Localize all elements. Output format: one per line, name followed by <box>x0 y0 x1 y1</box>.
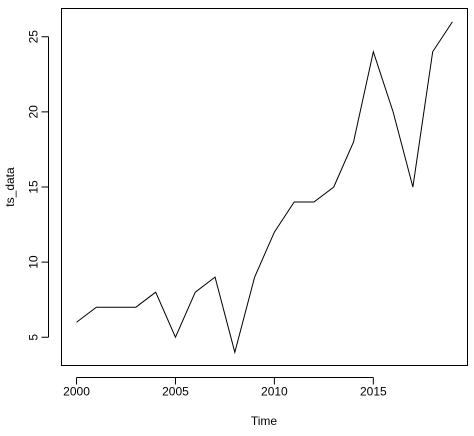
y-tick-label: 20 <box>27 105 41 119</box>
y-axis: 5 10 15 20 25 <box>27 30 49 341</box>
series-line <box>76 21 453 355</box>
x-tick-label: 2000 <box>63 385 90 399</box>
x-axis-title: Time <box>251 414 278 428</box>
y-tick-label: 10 <box>27 255 41 269</box>
x-tick-label: 2005 <box>162 385 189 399</box>
y-tick-label: 5 <box>27 334 41 341</box>
y-tick-label: 15 <box>27 180 41 194</box>
x-axis: 2000 2005 2010 2015 <box>63 377 387 399</box>
plot-area-box <box>61 8 468 366</box>
y-axis-title: ts_data <box>3 167 17 207</box>
y-tick-label: 25 <box>27 30 41 44</box>
x-tick-label: 2010 <box>261 385 288 399</box>
x-tick-label: 2015 <box>360 385 387 399</box>
